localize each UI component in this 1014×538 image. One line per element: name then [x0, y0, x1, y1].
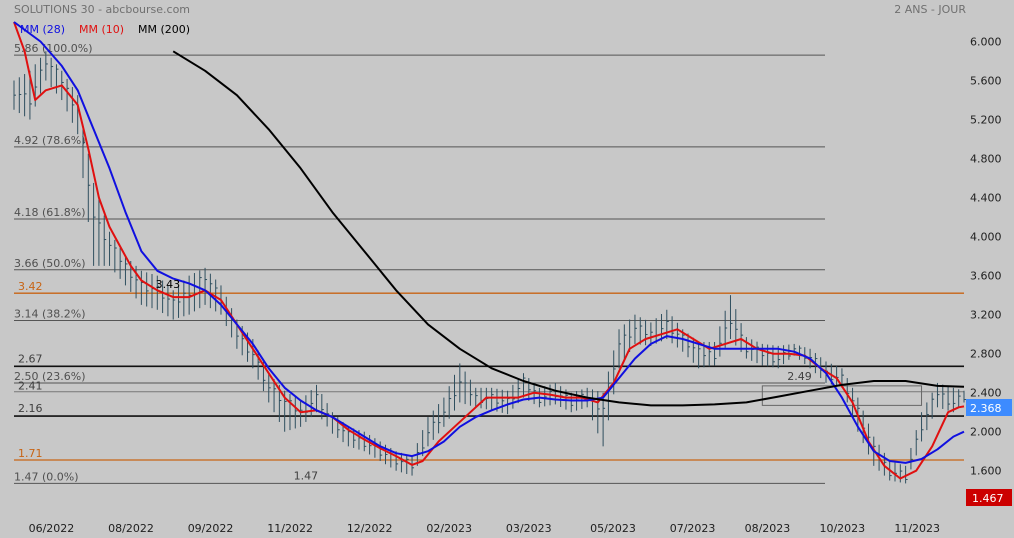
last-price-value: 2.368	[970, 402, 1002, 415]
fib-label-4: 3.14 (38.2%)	[14, 308, 86, 321]
x-tick-label: 08/2022	[108, 522, 154, 535]
chart-title: SOLUTIONS 30 - abcbourse.com	[14, 3, 190, 16]
support-label-1: 1.71	[18, 447, 43, 460]
x-tick-label: 09/2022	[188, 522, 234, 535]
mm28-line	[13, 21, 965, 464]
y-tick-label: 2.000	[970, 426, 1002, 439]
plot-area	[14, 22, 964, 500]
last-price-badge	[966, 399, 1012, 416]
legend-mm200: MM (200)	[138, 23, 190, 36]
fib-label-5: 2.50 (23.6%)	[14, 370, 86, 383]
fib-label-6: 1.47 (0.0%)	[14, 470, 79, 483]
x-tick-label: 11/2023	[894, 522, 940, 535]
y-tick-label: 3.200	[970, 309, 1002, 322]
x-tick-label: 02/2023	[426, 522, 472, 535]
y-tick-label: 3.600	[970, 270, 1002, 283]
annotation-2: 2.49	[787, 370, 812, 383]
mm200-line	[172, 50, 965, 407]
level-label-0: 2.67	[18, 352, 43, 365]
x-tick-label: 03/2023	[506, 522, 552, 535]
y-tick-label: 1.600	[970, 465, 1002, 478]
y-tick-label: 5.600	[970, 75, 1002, 88]
fib-label-0: 5.86 (100.0%)	[14, 42, 93, 55]
fib-label-2: 4.18 (61.8%)	[14, 206, 86, 219]
x-tick-label: 12/2022	[347, 522, 393, 535]
annotation-1: 1.47	[294, 469, 319, 482]
y-tick-label: 4.400	[970, 192, 1002, 205]
x-tick-label: 06/2022	[29, 522, 75, 535]
x-tick-label: 10/2023	[819, 522, 865, 535]
low-price-value: 1.467	[972, 492, 1004, 505]
y-tick-label: 6.000	[970, 36, 1002, 49]
fib-label-1: 4.92 (78.6%)	[14, 134, 86, 147]
x-tick-label: 07/2023	[670, 522, 716, 535]
thin-label-0: 2.41	[18, 380, 43, 393]
y-tick-label: 4.000	[970, 231, 1002, 244]
x-tick-label: 08/2023	[745, 522, 791, 535]
y-tick-label: 4.800	[970, 153, 1002, 166]
legend-mm28: MM (28)	[20, 23, 65, 36]
low-price-badge	[966, 489, 1012, 506]
legend-mm10: MM (10)	[79, 23, 124, 36]
support-label-0: 3.42	[18, 280, 43, 293]
y-tick-label: 2.400	[970, 387, 1002, 400]
y-tick-label: 2.800	[970, 348, 1002, 361]
x-tick-label: 11/2022	[267, 522, 313, 535]
y-tick-label: 5.200	[970, 114, 1002, 127]
level-label-1: 2.16	[18, 402, 43, 415]
annotation-0: 3.43	[156, 278, 181, 291]
period-label: 2 ANS - JOUR	[894, 3, 966, 16]
x-tick-label: 05/2023	[590, 522, 636, 535]
fib-label-3: 3.66 (50.0%)	[14, 257, 86, 270]
